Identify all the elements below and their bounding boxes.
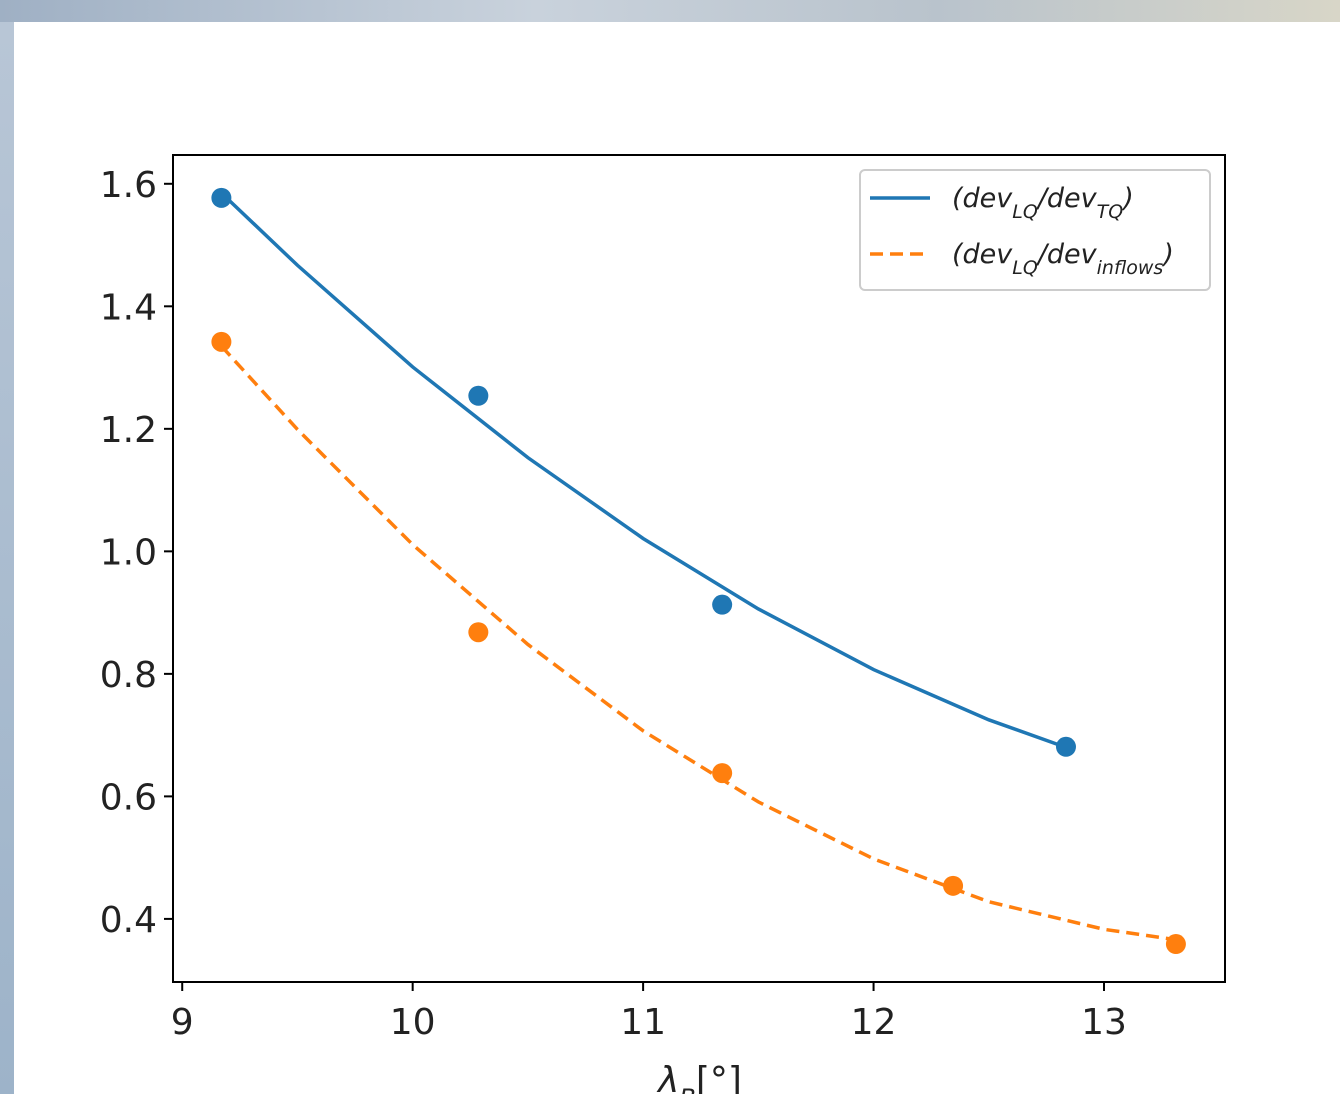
data-point bbox=[1055, 736, 1076, 757]
legend-label-part: (dev bbox=[952, 239, 1013, 270]
y-tick-label: 0.8 bbox=[100, 655, 157, 696]
data-point bbox=[712, 594, 733, 615]
data-point bbox=[712, 763, 733, 784]
legend-label: (devLQ/devinflows) bbox=[952, 239, 1174, 279]
data-point bbox=[468, 622, 489, 643]
y-tick-label: 0.6 bbox=[100, 777, 157, 818]
legend-label-part: /dev bbox=[1036, 183, 1098, 214]
legend-label-part: (dev bbox=[952, 183, 1013, 214]
legend-label-part: LQ bbox=[1012, 201, 1038, 223]
legend-label-part: TQ bbox=[1097, 201, 1124, 223]
x-tick-label: 12 bbox=[851, 1002, 897, 1043]
legend-label: (devLQ/devTQ) bbox=[952, 183, 1134, 223]
legend: (devLQ/devTQ)(devLQ/devinflows) bbox=[859, 169, 1211, 291]
x-tick-label: 9 bbox=[171, 1002, 194, 1043]
y-tick-label: 1.0 bbox=[100, 532, 157, 573]
fit-line bbox=[220, 191, 1067, 750]
plot-frame bbox=[172, 154, 1226, 983]
data-point bbox=[468, 385, 489, 406]
data-point bbox=[1165, 934, 1186, 955]
x-tick-label: 10 bbox=[390, 1002, 436, 1043]
y-tick-label: 1.6 bbox=[100, 165, 157, 206]
legend-label-part: LQ bbox=[1012, 257, 1038, 279]
x-label-part: [°] bbox=[696, 1060, 742, 1094]
background-strip bbox=[0, 22, 14, 1094]
y-tick-label: 1.4 bbox=[100, 287, 157, 328]
legend-label-part: /dev bbox=[1036, 239, 1098, 270]
legend-label-part: ) bbox=[1121, 183, 1134, 214]
data-point bbox=[943, 875, 964, 896]
data-point bbox=[211, 331, 232, 352]
x-label-part: B bbox=[679, 1084, 695, 1094]
legend-label-part: inflows bbox=[1097, 257, 1164, 279]
x-tick-label: 11 bbox=[620, 1002, 666, 1043]
background-strip bbox=[0, 0, 1340, 22]
legend-label-part: ) bbox=[1161, 239, 1174, 270]
y-tick-label: 0.4 bbox=[100, 900, 157, 941]
legend-box bbox=[859, 169, 1211, 291]
x-tick-label: 13 bbox=[1081, 1002, 1127, 1043]
x-label-part: λ bbox=[656, 1060, 679, 1094]
x-axis-label: λB[°] bbox=[656, 1060, 742, 1094]
y-tick-label: 1.2 bbox=[100, 410, 157, 451]
data-point bbox=[211, 187, 232, 208]
